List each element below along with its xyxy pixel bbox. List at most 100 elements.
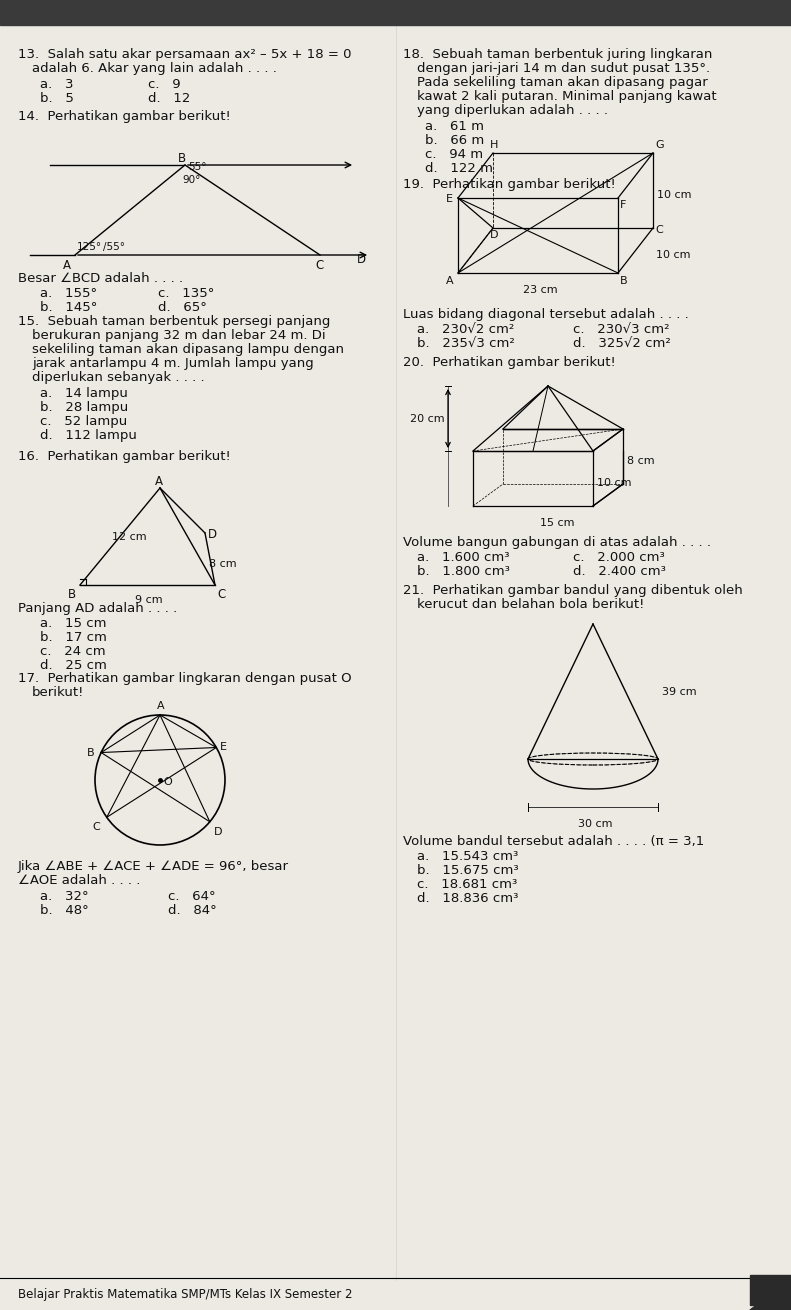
Text: 10 cm: 10 cm <box>656 250 691 259</box>
Text: 15.  Sebuah taman berbentuk persegi panjang: 15. Sebuah taman berbentuk persegi panja… <box>18 314 331 328</box>
Text: D: D <box>357 253 366 266</box>
Text: c.   18.681 cm³: c. 18.681 cm³ <box>417 878 517 891</box>
Text: berukuran panjang 32 m dan lebar 24 m. Di: berukuran panjang 32 m dan lebar 24 m. D… <box>32 329 326 342</box>
Polygon shape <box>750 1280 791 1310</box>
Text: B: B <box>87 748 95 757</box>
Text: b.   28 lampu: b. 28 lampu <box>40 401 128 414</box>
Text: ∠AOE adalah . . . .: ∠AOE adalah . . . . <box>18 874 140 887</box>
Text: dengan jari-jari 14 m dan sudut pusat 135°.: dengan jari-jari 14 m dan sudut pusat 13… <box>417 62 710 75</box>
Text: d.   12: d. 12 <box>148 92 191 105</box>
Text: E: E <box>220 743 227 752</box>
Text: c.   24 cm: c. 24 cm <box>40 645 106 658</box>
Text: d.   65°: d. 65° <box>158 301 207 314</box>
Text: d.   2.400 cm³: d. 2.400 cm³ <box>573 565 666 578</box>
Text: O: O <box>163 777 172 787</box>
Text: B: B <box>178 152 186 165</box>
Text: b.   15.675 cm³: b. 15.675 cm³ <box>417 865 519 876</box>
Text: b.   145°: b. 145° <box>40 301 97 314</box>
Text: jarak antarlampu 4 m. Jumlah lampu yang: jarak antarlampu 4 m. Jumlah lampu yang <box>32 358 314 369</box>
Text: C: C <box>655 225 663 234</box>
Text: 39 cm: 39 cm <box>662 686 697 697</box>
Text: 4: 4 <box>758 1290 770 1307</box>
Text: Besar ∠BCD adalah . . . .: Besar ∠BCD adalah . . . . <box>18 272 184 286</box>
Text: Volume bandul tersebut adalah . . . . (π = 3,1: Volume bandul tersebut adalah . . . . (π… <box>403 834 704 848</box>
Text: d.   18.836 cm³: d. 18.836 cm³ <box>417 892 518 905</box>
Text: F: F <box>620 200 626 210</box>
Text: 8 cm: 8 cm <box>209 559 237 569</box>
Text: 9 cm: 9 cm <box>135 595 163 605</box>
Text: diperlukan sebanyak . . . .: diperlukan sebanyak . . . . <box>32 371 205 384</box>
Text: a.   3: a. 3 <box>40 79 74 90</box>
Text: a.   15 cm: a. 15 cm <box>40 617 107 630</box>
Text: G: G <box>655 140 664 151</box>
Text: c.   2.000 cm³: c. 2.000 cm³ <box>573 552 664 565</box>
Text: 10 cm: 10 cm <box>597 478 631 489</box>
Text: b.   5: b. 5 <box>40 92 74 105</box>
Text: yang diperlukan adalah . . . .: yang diperlukan adalah . . . . <box>417 103 608 117</box>
Text: d.   325√2 cm²: d. 325√2 cm² <box>573 337 671 350</box>
Text: 17.  Perhatikan gambar lingkaran dengan pusat O: 17. Perhatikan gambar lingkaran dengan p… <box>18 672 352 685</box>
Text: /55°: /55° <box>103 242 125 252</box>
Text: Luas bidang diagonal tersebut adalah . . . .: Luas bidang diagonal tersebut adalah . .… <box>403 308 689 321</box>
Text: c.   135°: c. 135° <box>158 287 214 300</box>
Text: kerucut dan belahan bola berikut!: kerucut dan belahan bola berikut! <box>417 597 645 610</box>
Text: 90°: 90° <box>182 176 200 185</box>
Text: 19.  Perhatikan gambar berikut!: 19. Perhatikan gambar berikut! <box>403 178 615 191</box>
Text: 18.  Sebuah taman berbentuk juring lingkaran: 18. Sebuah taman berbentuk juring lingka… <box>403 48 713 62</box>
Text: A: A <box>63 259 71 272</box>
Text: Volume bangun gabungan di atas adalah . . . .: Volume bangun gabungan di atas adalah . … <box>403 536 711 549</box>
Text: 23 cm: 23 cm <box>523 286 558 295</box>
Text: D: D <box>214 827 222 837</box>
Text: b.   17 cm: b. 17 cm <box>40 631 107 645</box>
Text: A: A <box>155 476 163 489</box>
Text: 21.  Perhatikan gambar bandul yang dibentuk oleh: 21. Perhatikan gambar bandul yang dibent… <box>403 584 743 597</box>
Text: d.   112 lampu: d. 112 lampu <box>40 428 137 441</box>
Text: D: D <box>208 528 217 541</box>
Text: c.   9: c. 9 <box>148 79 180 90</box>
Text: 15 cm: 15 cm <box>540 517 574 528</box>
Text: 20.  Perhatikan gambar berikut!: 20. Perhatikan gambar berikut! <box>403 356 615 369</box>
Text: b.   1.800 cm³: b. 1.800 cm³ <box>417 565 510 578</box>
Text: b.   235√3 cm²: b. 235√3 cm² <box>417 337 515 350</box>
Text: b.   66 m: b. 66 m <box>425 134 484 147</box>
Text: c.   52 lampu: c. 52 lampu <box>40 415 127 428</box>
Text: A: A <box>157 701 165 711</box>
Text: A: A <box>446 276 453 286</box>
Text: Jika ∠ABE + ∠ACE + ∠ADE = 96°, besar: Jika ∠ABE + ∠ACE + ∠ADE = 96°, besar <box>18 859 289 872</box>
Text: 20 cm: 20 cm <box>410 414 445 424</box>
Text: 55°: 55° <box>188 162 206 172</box>
Text: d.   84°: d. 84° <box>168 904 217 917</box>
Text: 12 cm: 12 cm <box>112 532 146 542</box>
Text: E: E <box>446 194 453 204</box>
Text: d.   25 cm: d. 25 cm <box>40 659 107 672</box>
Text: B: B <box>620 276 627 286</box>
Text: 14.  Perhatikan gambar berikut!: 14. Perhatikan gambar berikut! <box>18 110 231 123</box>
Bar <box>0 0 791 25</box>
Text: a.   32°: a. 32° <box>40 889 89 903</box>
Text: a.   155°: a. 155° <box>40 287 97 300</box>
Text: a.   61 m: a. 61 m <box>425 121 484 134</box>
Text: a.   230√2 cm²: a. 230√2 cm² <box>417 324 514 335</box>
Text: 16.  Perhatikan gambar berikut!: 16. Perhatikan gambar berikut! <box>18 451 231 462</box>
Text: berikut!: berikut! <box>32 686 85 700</box>
Text: Pada sekeliling taman akan dipasang pagar: Pada sekeliling taman akan dipasang paga… <box>417 76 708 89</box>
Text: 8 cm: 8 cm <box>627 456 655 466</box>
Text: 13.  Salah satu akar persamaan ax² – 5x + 18 = 0: 13. Salah satu akar persamaan ax² – 5x +… <box>18 48 351 62</box>
Text: a.   15.543 cm³: a. 15.543 cm³ <box>417 850 518 863</box>
Text: d.   122 m: d. 122 m <box>425 162 493 176</box>
Text: C: C <box>93 823 100 832</box>
Text: Panjang AD adalah . . . .: Panjang AD adalah . . . . <box>18 603 177 614</box>
Text: kawat 2 kali putaran. Minimal panjang kawat: kawat 2 kali putaran. Minimal panjang ka… <box>417 90 717 103</box>
Text: c.   94 m: c. 94 m <box>425 148 483 161</box>
Text: H: H <box>490 140 498 151</box>
Text: C: C <box>315 259 324 272</box>
Text: Belajar Praktis Matematika SMP/MTs Kelas IX Semester 2: Belajar Praktis Matematika SMP/MTs Kelas… <box>18 1288 353 1301</box>
Text: 10 cm: 10 cm <box>657 190 691 200</box>
Text: 125°: 125° <box>77 242 102 252</box>
Text: B: B <box>68 588 76 601</box>
Text: a.   14 lampu: a. 14 lampu <box>40 386 128 400</box>
Text: b.   48°: b. 48° <box>40 904 89 917</box>
Text: D: D <box>490 231 498 240</box>
Text: c.   230√3 cm²: c. 230√3 cm² <box>573 324 669 335</box>
Text: sekeliling taman akan dipasang lampu dengan: sekeliling taman akan dipasang lampu den… <box>32 343 344 356</box>
